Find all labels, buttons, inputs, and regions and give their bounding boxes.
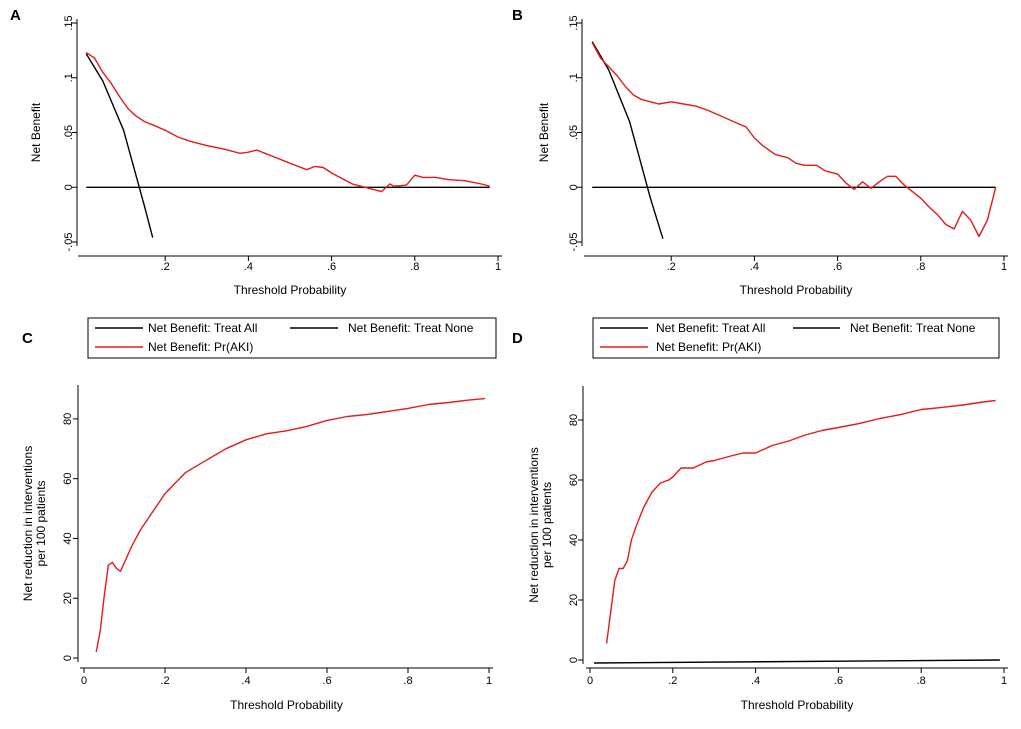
panel-c-x-tick-label: .4 xyxy=(241,675,250,687)
panel-a-x-tick-label: .6 xyxy=(327,261,336,273)
panel-a-y-tick-label: .1 xyxy=(63,73,75,82)
panel-b-letter: B xyxy=(512,7,523,24)
panel-c: C 0 20 40 60 80 0 .2 .4 .6 .8 1 Threshold Probabili… xyxy=(21,330,493,712)
panel-a-x-tick-label: .2 xyxy=(161,261,170,273)
panel-a-x-tick-label: .8 xyxy=(410,261,419,273)
legend-c-frame xyxy=(87,317,497,359)
panel-d-x-tick-label: .6 xyxy=(834,675,843,687)
legend-c-model-label: Net Benefit: Pr(AKI) xyxy=(148,340,253,354)
legend-d-model-label: Net Benefit: Pr(AKI) xyxy=(656,340,761,354)
panel-b-series-reference-0-line xyxy=(591,41,664,239)
panel-a-series-reference-0-line xyxy=(85,53,154,238)
panel-b-x-tick-label: .4 xyxy=(750,261,759,273)
panel-d-x-tick-label: .2 xyxy=(668,675,677,687)
panel-c-letter: C xyxy=(22,330,33,347)
panel-a-letter: A xyxy=(10,7,21,24)
panel-b-y-tick-label: .1 xyxy=(568,73,580,82)
panel-b-y-tick-label: .05 xyxy=(568,125,580,140)
panel-c-x-tick-label: 1 xyxy=(486,675,492,687)
panel-a-y-tick-label: .15 xyxy=(63,15,75,30)
panel-c-x-tick-label: 0 xyxy=(81,675,87,687)
panel-a-y-tick-label: 0 xyxy=(63,184,75,190)
panel-b-y-tick-label: .15 xyxy=(568,15,580,30)
panel-c-x-axis-title: Threshold Probability xyxy=(230,698,343,712)
panel-c-x-tick-label: .6 xyxy=(322,675,331,687)
panel-d-y-tick-label: 0 xyxy=(568,657,580,663)
panel-b-x-tick-label: 1 xyxy=(1001,261,1007,273)
panel-c-y-tick-label: 0 xyxy=(62,655,74,661)
legend-c-treat-all-label: Net Benefit: Treat All xyxy=(148,321,257,335)
panel-b-x-axis-title: Threshold Probability xyxy=(740,283,853,297)
panel-d-series-model-line xyxy=(605,399,996,644)
panel-d-y-tick-label: 60 xyxy=(568,474,580,486)
legend-d-treat-all-label: Net Benefit: Treat All xyxy=(656,321,765,335)
panel-d-series-reference-1-line xyxy=(594,659,1000,664)
panel-a-y-axis-title: Net Benefit xyxy=(29,102,43,162)
panel-c-y-tick-label: 40 xyxy=(62,532,74,544)
panel-d: D 0 20 40 60 80 0 .2 .4 .6 .8 1 Threshold Probabili… xyxy=(512,330,1008,712)
legend-d-treat-none-label: Net Benefit: Treat None xyxy=(850,321,976,335)
panel-a-y-tick-label: -.05 xyxy=(63,233,75,252)
panel-d-y-tick-label: 80 xyxy=(568,414,580,426)
panel-d-x-tick-label: 1 xyxy=(1001,675,1007,687)
panel-c-x-tick-label: .8 xyxy=(403,675,412,687)
panel-d-x-tick-label: .8 xyxy=(917,675,926,687)
panel-b-y-axis-title: Net Benefit xyxy=(537,102,551,162)
legend-d-frame xyxy=(592,317,1000,359)
panel-a-y-tick-label: .05 xyxy=(63,125,75,140)
panel-c-series-model-line xyxy=(95,397,485,653)
panel-b-series-model-line xyxy=(591,42,997,238)
panel-c-x-tick-label: .2 xyxy=(160,675,169,687)
panel-b-x-tick-label: .2 xyxy=(667,261,676,273)
panel-b-x-tick-label: .6 xyxy=(833,261,842,273)
panel-d-letter: D xyxy=(512,330,523,347)
panel-b-x-tick-label: .8 xyxy=(916,261,925,273)
panel-a: A -.05 0 .05 .1 .15 .2 .4 .6 .8 1 Threshold Probab… xyxy=(10,7,502,297)
panel-a-x-tick-label: .4 xyxy=(244,261,253,273)
panel-a-x-axis-title: Threshold Probability xyxy=(234,283,347,297)
panel-c-y-tick-label: 80 xyxy=(62,413,74,425)
legend-c-treat-none-label: Net Benefit: Treat None xyxy=(348,321,474,335)
panel-a-x-tick-label: 1 xyxy=(495,261,501,273)
panel-b-y-tick-label: 0 xyxy=(568,184,580,190)
panel-d-x-tick-label: .4 xyxy=(751,675,760,687)
panel-b: B -.05 0 .05 .1 .15 .2 .4 .6 .8 1 Threshold Probab… xyxy=(512,7,1008,297)
panel-b-y-tick-label: -.05 xyxy=(568,233,580,252)
panel-c-y-tick-label: 20 xyxy=(62,592,74,604)
panel-d-x-tick-label: 0 xyxy=(587,675,593,687)
legend-c: Net Benefit: Treat All Net Benefit: Trea… xyxy=(87,317,497,359)
panel-d-y-tick-label: 20 xyxy=(568,594,580,606)
panel-c-y-axis-title: Net reduction in interventionsper 100 pa… xyxy=(21,446,48,601)
panel-d-x-axis-title: Threshold Probability xyxy=(741,698,854,712)
legend-d: Net Benefit: Treat All Net Benefit: Trea… xyxy=(592,317,1000,359)
panel-a-series-model-line xyxy=(85,52,490,193)
panel-c-y-tick-label: 60 xyxy=(62,473,74,485)
panel-d-y-tick-label: 40 xyxy=(568,534,580,546)
panel-d-y-axis-title: Net reduction in interventionsper 100 pa… xyxy=(527,447,554,602)
